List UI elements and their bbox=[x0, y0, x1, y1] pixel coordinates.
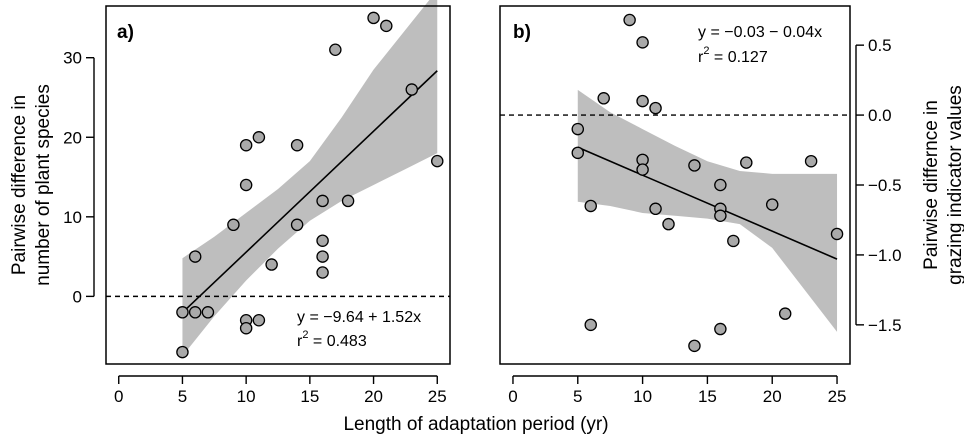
regression-line bbox=[577, 146, 838, 260]
y-tick-label: −0.5 bbox=[868, 176, 902, 195]
y-axis-title-line2: grazing indicator values bbox=[945, 85, 964, 285]
data-point bbox=[227, 218, 240, 232]
x-tick-label: 20 bbox=[763, 387, 782, 406]
data-point bbox=[688, 339, 701, 353]
regression-equation: y = −0.03 − 0.04x bbox=[698, 24, 822, 41]
y-tick-label: 10 bbox=[63, 208, 82, 227]
data-point bbox=[649, 101, 662, 115]
x-axis-title: Length of adaptation period (yr) bbox=[343, 414, 608, 435]
y-axis-title-line1: Pairwise differnce in bbox=[921, 100, 942, 270]
data-point bbox=[740, 156, 753, 169]
data-point bbox=[649, 202, 662, 216]
x-tick-label: 15 bbox=[698, 387, 717, 406]
x-tick-label: 10 bbox=[237, 387, 256, 406]
data-point bbox=[636, 94, 649, 108]
x-tick-label: 15 bbox=[300, 387, 319, 406]
data-point bbox=[584, 199, 597, 213]
data-point bbox=[714, 178, 727, 192]
data-point bbox=[316, 266, 329, 279]
data-point bbox=[714, 322, 727, 336]
panel-b: 0 5 10 15 20 25 −1.5 −1.0 −0.5 0.0 0.5 Pairwise dif… bbox=[499, 5, 964, 406]
plot-frame bbox=[105, 5, 451, 365]
panel-label: a) bbox=[117, 22, 134, 43]
data-point bbox=[316, 250, 329, 263]
data-point bbox=[571, 122, 585, 136]
plot-frame bbox=[499, 5, 851, 365]
x-tick-label: 10 bbox=[633, 387, 652, 406]
y-tick-label: 0.0 bbox=[868, 106, 892, 125]
x-tick-label: 5 bbox=[573, 387, 582, 406]
data-point bbox=[265, 258, 278, 271]
data-point bbox=[341, 194, 355, 208]
data-point bbox=[405, 83, 419, 96]
data-point bbox=[431, 154, 444, 168]
data-point bbox=[727, 234, 740, 248]
data-point bbox=[290, 138, 304, 152]
data-point bbox=[188, 250, 202, 263]
data-point bbox=[778, 307, 792, 320]
data-point bbox=[239, 178, 253, 192]
data-point bbox=[176, 345, 189, 359]
y-tick-label: −1.0 bbox=[868, 246, 902, 265]
x-tick-label: 0 bbox=[114, 387, 123, 406]
x-tick-label: 5 bbox=[178, 387, 187, 406]
data-point bbox=[804, 154, 818, 168]
y-tick-label: 20 bbox=[63, 128, 82, 147]
regression-equation: y = −9.64 + 1.52x bbox=[297, 309, 421, 326]
r-squared-annotation: r2 = 0.127 bbox=[698, 45, 768, 66]
y-tick-label: −1.5 bbox=[868, 316, 902, 335]
data-point bbox=[176, 306, 189, 319]
data-point bbox=[239, 321, 253, 335]
data-point bbox=[329, 43, 342, 57]
y-tick-label: 0.5 bbox=[868, 36, 892, 55]
regression-line bbox=[181, 70, 438, 314]
y-axis-title-line2: number of plant species bbox=[33, 84, 54, 286]
x-tick-label: 0 bbox=[508, 387, 517, 406]
y-tick-label: 30 bbox=[63, 49, 82, 68]
data-point bbox=[688, 159, 701, 172]
y-tick-label: 0 bbox=[73, 287, 82, 306]
confidence-band bbox=[577, 89, 838, 332]
r-squared-annotation: r2 = 0.483 bbox=[297, 329, 367, 350]
data-point bbox=[623, 13, 636, 27]
data-point bbox=[252, 313, 266, 327]
data-point bbox=[239, 138, 253, 152]
data-point bbox=[597, 92, 610, 105]
data-point bbox=[316, 194, 329, 208]
data-point bbox=[290, 218, 304, 232]
x-tick-label: 25 bbox=[428, 387, 447, 406]
confidence-band bbox=[182, 0, 438, 357]
data-point bbox=[636, 163, 649, 176]
panel-label: b) bbox=[513, 22, 531, 43]
x-tick-label: 20 bbox=[364, 387, 383, 406]
data-point bbox=[636, 36, 649, 49]
data-point bbox=[316, 234, 329, 247]
panel-a: 0 5 10 15 20 25 0 10 20 30 Pairwise difference in n… bbox=[9, 0, 451, 406]
data-point bbox=[765, 198, 779, 211]
data-point bbox=[830, 227, 844, 241]
data-point bbox=[584, 318, 597, 332]
data-point bbox=[380, 19, 393, 33]
data-point bbox=[252, 131, 266, 144]
data-point bbox=[714, 209, 727, 223]
data-point bbox=[188, 306, 202, 319]
data-point bbox=[662, 217, 675, 231]
x-tick-label: 25 bbox=[828, 387, 847, 406]
data-point bbox=[201, 306, 215, 319]
data-point bbox=[571, 146, 585, 160]
data-point bbox=[367, 11, 380, 25]
y-axis-title-line1: Pairwise difference in bbox=[9, 95, 30, 275]
